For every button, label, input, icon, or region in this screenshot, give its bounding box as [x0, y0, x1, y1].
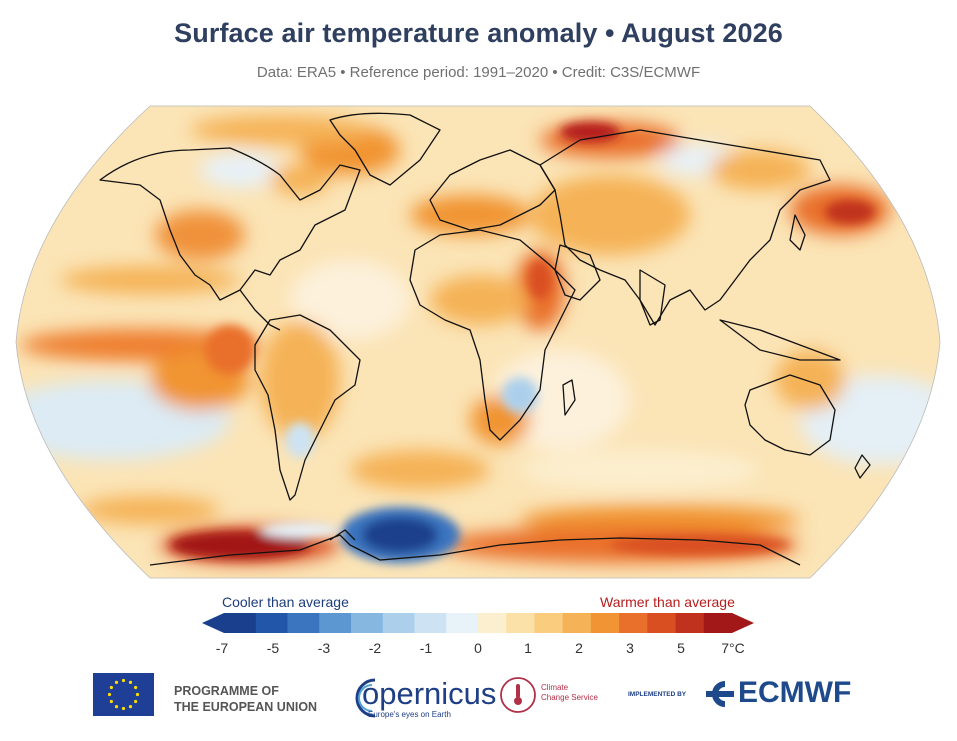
c3s-line1: Climate: [541, 683, 569, 692]
eu-text-line1: PROGRAMME OF: [174, 684, 279, 698]
colorbar-segment: [703, 613, 733, 633]
anomaly-patches: [16, 115, 940, 563]
colorbar-segment: [534, 613, 564, 633]
map-subtitle: Data: ERA5 • Reference period: 1991–2020…: [256, 64, 701, 81]
asia-coastline: [539, 129, 831, 326]
eu-programme-text: PROGRAMME OF THE EUROPEAN UNION: [174, 683, 317, 715]
colorbar-tick-label: 7°C: [721, 640, 745, 656]
colorbar-segment: [224, 613, 257, 633]
eu-star: [128, 680, 133, 684]
colorbar-warm-arrow: [732, 613, 754, 633]
colorbar-tick-label: 1: [524, 640, 532, 656]
north-america-coastline: [99, 147, 361, 301]
australia-coastline: [744, 374, 836, 456]
colorbar-segment: [414, 613, 447, 633]
eu-star: [121, 678, 126, 683]
colorbar-tick-label: 0: [474, 640, 482, 656]
c3s-thermometer-icon: [500, 677, 536, 713]
india-coastline: [639, 269, 666, 326]
greenland-coastline: [329, 112, 441, 186]
eu-flag-logo: [93, 673, 154, 716]
new-zealand-coastline: [854, 454, 871, 479]
colorbar-tick-label: -2: [368, 640, 382, 656]
south-america-coastline: [254, 314, 361, 501]
antarctica-coastline: [149, 534, 801, 566]
europe-coastline: [429, 149, 556, 231]
copernicus-logo: [355, 678, 376, 718]
c3s-text: Climate Change Service: [541, 683, 611, 703]
coastlines: [99, 112, 871, 566]
colorbar-segment: [255, 613, 288, 633]
colorbar-segment: [590, 613, 620, 633]
colorbar-segment: [675, 613, 705, 633]
map-title: Surface air temperature anomaly • August…: [174, 18, 783, 48]
implemented-by-label: IMPLEMENTED BY: [628, 691, 687, 698]
copernicus-wordmark: opernicus: [362, 676, 497, 711]
eu-stars: [107, 678, 140, 711]
eu-star: [128, 705, 133, 709]
colorbar-warm-segments: [478, 613, 733, 633]
colorbar: [202, 613, 754, 633]
copernicus-tagline: Europe's eyes on Earth: [368, 710, 451, 719]
colorbar-segment: [506, 613, 535, 633]
colorbar-segment: [647, 613, 677, 633]
colorbar-segment: [619, 613, 648, 633]
southeast-asia-coastline: [719, 319, 841, 361]
japan-coastline: [789, 214, 806, 251]
colorbar-tick-label: 5: [677, 640, 685, 656]
colorbar-segment: [382, 613, 415, 633]
cooler-label: Cooler than average: [222, 594, 349, 610]
colorbar-tick-label: 3: [626, 640, 634, 656]
colorbar-segment: [478, 613, 507, 633]
colorbar-tick-label: -7: [215, 640, 229, 656]
colorbar-segment: [287, 613, 320, 633]
colorbar-segment: [319, 613, 352, 633]
colorbar-tick-label: -1: [419, 640, 433, 656]
eu-star: [109, 699, 113, 704]
warmer-label: Warmer than average: [600, 594, 735, 610]
colorbar-tick-label: -5: [266, 640, 280, 656]
central-america-coastline: [239, 289, 281, 331]
eu-star: [135, 692, 140, 697]
ecmwf-wordmark: ECMWF: [738, 676, 852, 709]
eu-star: [134, 699, 138, 704]
arabia-coastline: [554, 244, 601, 301]
colorbar-segment: [351, 613, 384, 633]
eu-star: [121, 706, 126, 711]
colorbar-segment: [446, 613, 479, 633]
colorbar-segment: [562, 613, 592, 633]
eu-star: [114, 705, 119, 709]
africa-coastline: [409, 229, 576, 441]
ecmwf-logo-mark: [706, 681, 734, 707]
eu-star: [114, 680, 119, 684]
c3s-line2: Change Service: [541, 693, 598, 702]
eu-star: [109, 685, 113, 690]
colorbar-cool-segments: [224, 613, 479, 633]
eu-text-line2: THE EUROPEAN UNION: [174, 700, 318, 714]
anomaly-field: [16, 106, 940, 578]
eu-star: [134, 685, 138, 690]
antarctic-peninsula-coastline: [329, 529, 356, 541]
eu-star: [107, 692, 112, 697]
colorbar-tick-label: -3: [317, 640, 331, 656]
madagascar-coastline: [562, 379, 576, 416]
colorbar-tick-label: 2: [575, 640, 583, 656]
globe-outline: [15, 105, 941, 579]
colorbar-cool-arrow: [202, 613, 224, 633]
